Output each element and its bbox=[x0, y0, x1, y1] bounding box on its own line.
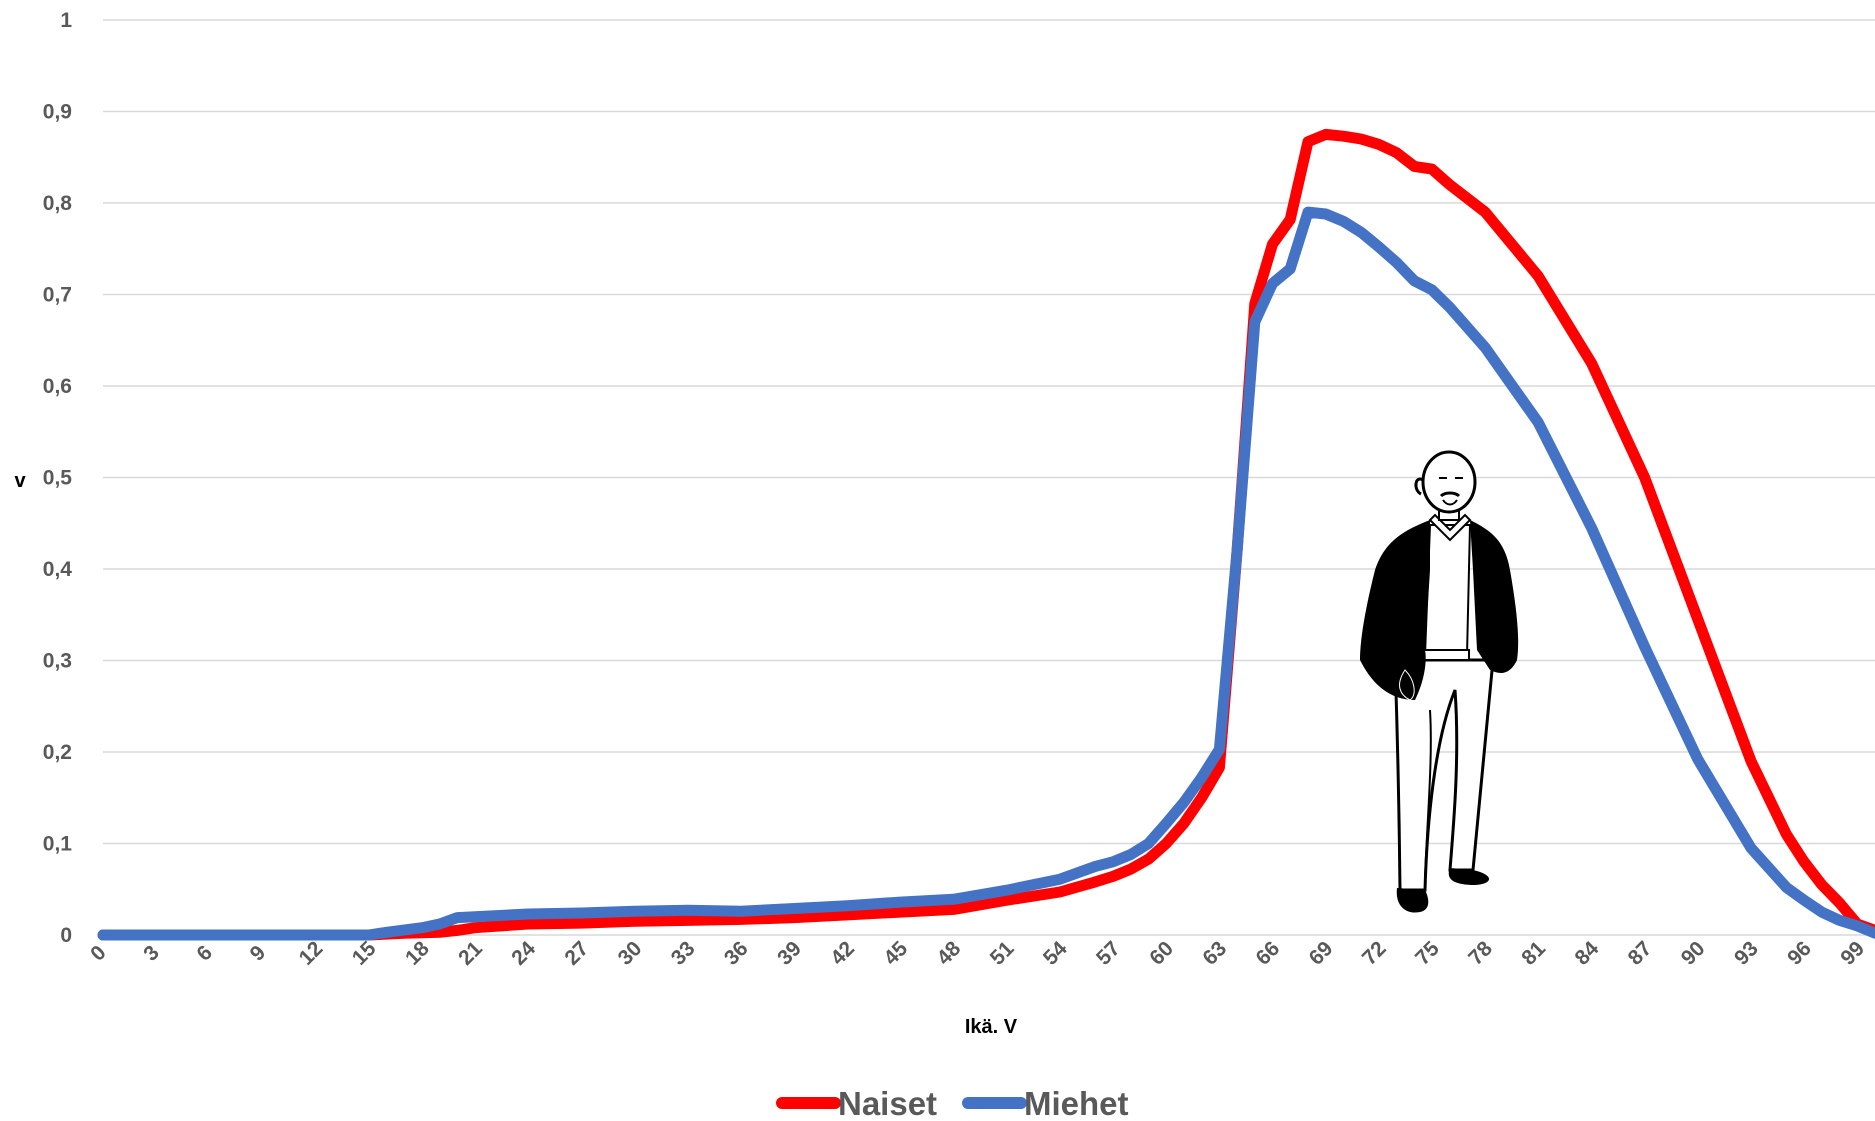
x-tick-label: 24 bbox=[507, 937, 540, 970]
x-axis-ticks: 0 3 6 9 12 15 18 21 24 27 30 33 36 39 42 45 48 51 54 57 60 63… bbox=[86, 937, 1869, 970]
x-tick-label: 72 bbox=[1358, 937, 1391, 970]
x-tick-label: 66 bbox=[1252, 937, 1285, 970]
x-tick-label: 6 bbox=[192, 941, 217, 966]
x-tick-label: 51 bbox=[986, 937, 1019, 970]
x-tick-label: 18 bbox=[401, 937, 434, 970]
x-tick-label: 93 bbox=[1730, 937, 1763, 970]
x-tick-label: 96 bbox=[1783, 937, 1816, 970]
y-tick-label: 1 bbox=[60, 9, 72, 32]
x-tick-label: 33 bbox=[667, 937, 700, 970]
y-tick-label: 0,3 bbox=[43, 650, 72, 673]
x-tick-label: 15 bbox=[348, 937, 381, 970]
y-tick-label: 0,4 bbox=[43, 558, 73, 581]
y-axis-title: v bbox=[14, 470, 26, 492]
x-axis-title: Ikä. V bbox=[965, 1016, 1018, 1038]
gridlines bbox=[103, 19, 1875, 936]
series-lines bbox=[97, 128, 1875, 941]
y-tick-label: 0,7 bbox=[43, 284, 72, 307]
x-tick-label: 75 bbox=[1411, 937, 1444, 970]
x-tick-label: 42 bbox=[826, 937, 859, 970]
x-tick-label: 81 bbox=[1517, 937, 1550, 970]
x-tick-label: 3 bbox=[139, 941, 164, 966]
y-tick-label: 0,8 bbox=[43, 192, 73, 215]
x-tick-label: 36 bbox=[720, 937, 753, 970]
x-tick-label: 9 bbox=[246, 941, 271, 966]
legend-item-miehet: Miehet bbox=[962, 1085, 1129, 1121]
y-tick-label: 0,6 bbox=[43, 375, 72, 398]
x-tick-label: 57 bbox=[1092, 937, 1125, 970]
y-axis-ticks: 0 0,1 0,2 0,3 0,4 0,5 0,6 0,7 0,8 0,9 1 bbox=[43, 9, 73, 947]
legend-label-naiset: Naiset bbox=[838, 1085, 937, 1121]
x-tick-label: 21 bbox=[454, 937, 487, 970]
series-line-miehet bbox=[97, 206, 1875, 941]
x-tick-label: 78 bbox=[1464, 937, 1497, 970]
legend-label-miehet: Miehet bbox=[1024, 1085, 1129, 1121]
x-tick-label: 87 bbox=[1624, 937, 1657, 970]
x-tick-label: 27 bbox=[560, 937, 593, 970]
legend-item-naiset: Naiset bbox=[776, 1085, 937, 1121]
x-tick-label: 54 bbox=[1039, 937, 1072, 970]
y-tick-label: 0,1 bbox=[43, 833, 73, 856]
x-tick-label: 12 bbox=[295, 937, 328, 970]
x-tick-label: 84 bbox=[1570, 937, 1603, 970]
y-tick-label: 0,9 bbox=[43, 101, 72, 124]
x-tick-label: 45 bbox=[879, 937, 912, 970]
y-tick-label: 0,2 bbox=[43, 741, 72, 764]
legend: Naiset Miehet bbox=[776, 1085, 1129, 1121]
y-tick-label: 0 bbox=[60, 924, 72, 947]
x-tick-label: 39 bbox=[773, 937, 806, 970]
x-tick-label: 48 bbox=[933, 937, 966, 970]
x-tick-label: 0 bbox=[86, 941, 111, 966]
series-line-naiset bbox=[97, 128, 1875, 941]
y-tick-label: 0,5 bbox=[43, 467, 73, 490]
x-tick-label: 30 bbox=[614, 937, 647, 970]
old-man-illustration bbox=[1360, 450, 1519, 913]
x-tick-label: 99 bbox=[1836, 937, 1869, 970]
x-tick-label: 90 bbox=[1677, 937, 1710, 970]
x-tick-label: 63 bbox=[1198, 937, 1231, 970]
x-tick-label: 60 bbox=[1145, 937, 1178, 970]
x-tick-label: 69 bbox=[1305, 937, 1338, 970]
